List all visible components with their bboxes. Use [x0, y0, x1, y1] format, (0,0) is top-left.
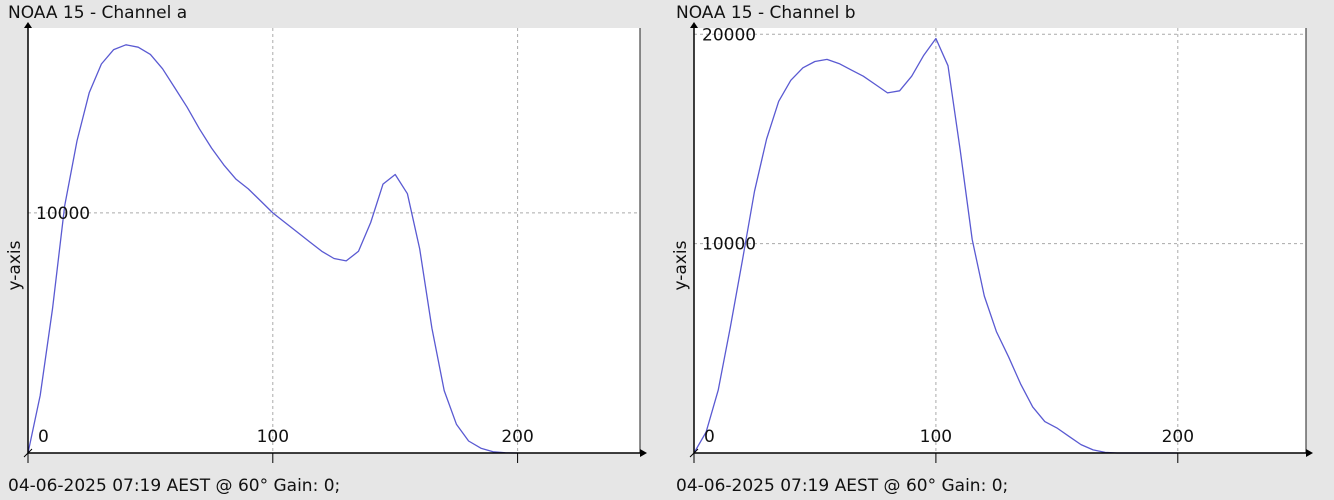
chart-title: NOAA 15 - Channel b [676, 3, 856, 23]
chart-panel-a: NOAA 15 - Channel a 0 100 200 10000 y-axis 0… [0, 0, 662, 500]
y-axis-arrow [690, 22, 698, 28]
chart-plot: 0 100 200 10000 y-axis [5, 22, 647, 463]
y-tick-label: 20000 [702, 25, 756, 45]
x-axis-arrow [1306, 449, 1313, 457]
chart-panel-b: NOAA 15 - Channel b 0 100 200 10000 20000 y-a… [668, 0, 1334, 500]
x-tick-label: 200 [501, 427, 533, 447]
y-axis-arrow [24, 22, 32, 28]
x-tick-label: 0 [704, 427, 715, 447]
chart-plot: 0 100 200 10000 20000 y-axis [671, 22, 1313, 463]
series-line [693, 37, 1178, 454]
x-tick-label: 0 [38, 427, 49, 447]
y-axis-label: y-axis [671, 240, 691, 290]
chart-title: NOAA 15 - Channel a [8, 3, 188, 23]
chart-footer: 04-06-2025 07:19 AEST @ 60° Gain: 0; [8, 476, 341, 496]
x-tick-label: 200 [1162, 427, 1194, 447]
plot-area [694, 28, 1306, 453]
x-tick-label: 100 [257, 427, 289, 447]
x-tick-label: 100 [920, 427, 952, 447]
chart-footer: 04-06-2025 07:19 AEST @ 60° Gain: 0; [676, 476, 1009, 496]
y-tick-label: 10000 [36, 204, 90, 224]
y-tick-label: 10000 [702, 235, 756, 255]
x-axis-arrow [640, 449, 647, 457]
series-line [27, 44, 518, 454]
plot-area [28, 28, 640, 453]
y-axis-label: y-axis [5, 240, 25, 290]
